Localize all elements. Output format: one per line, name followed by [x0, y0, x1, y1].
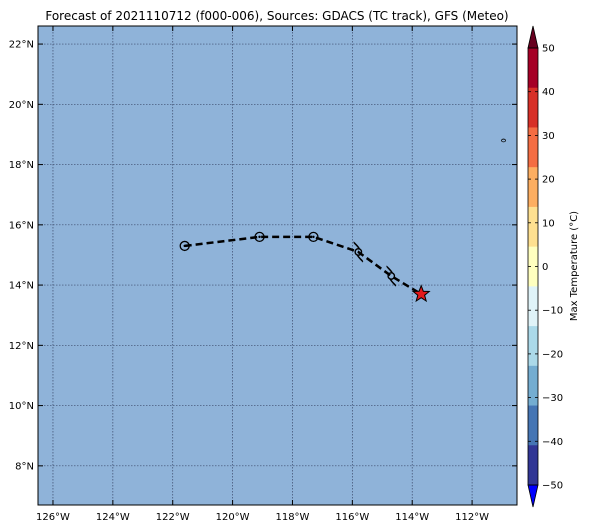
lat-tick-label: 14°N [9, 281, 34, 292]
colorbar-segment [528, 246, 538, 287]
low-pressure-ring [179, 240, 190, 252]
colorbar-segment [528, 206, 538, 248]
lat-tick-label: 20°N [9, 100, 34, 111]
colorbar-segment [528, 326, 538, 367]
lon-tick-label: 116°W [335, 512, 369, 523]
storm-arm-bottom [356, 254, 364, 263]
colorbar-segment [528, 127, 538, 168]
lat-tick-label: 12°N [9, 341, 34, 352]
low-pressure-marker [179, 240, 190, 252]
colorbar-segment [528, 48, 538, 89]
lon-tick-label: 122°W [156, 512, 190, 523]
colorbar-tick-label: 20 [542, 175, 555, 186]
colorbar-tick-label: −30 [542, 393, 563, 404]
low-pressure-marker [254, 231, 265, 243]
colorbar-tick-label: 50 [542, 44, 555, 55]
colorbar-extend-top [527, 25, 539, 49]
colorbar-tick-label: −50 [542, 481, 563, 492]
tropical-storm-icon [386, 265, 397, 287]
lon-tick-label: 112°W [455, 512, 489, 523]
colorbar-tick-label: −10 [542, 306, 563, 317]
low-pressure-ring [254, 231, 265, 243]
colorbar-tick-label: 10 [542, 218, 555, 229]
latitude-axis: 8°N 10°N 12°N 14°N 16°N 18°N 20°N 22°N [9, 40, 517, 472]
lat-tick-label: 10°N [9, 401, 34, 412]
storm-track [179, 231, 431, 303]
lon-tick-label: 126°W [36, 512, 70, 523]
low-pressure-dot [258, 235, 261, 239]
colorbar-segment [528, 286, 538, 327]
track-line [184, 235, 422, 296]
low-pressure-dot [312, 235, 315, 239]
graticule [38, 26, 517, 505]
colorbar-segment [528, 405, 538, 446]
colorbar-tick-label: −20 [542, 349, 563, 360]
map-frame [37, 25, 518, 506]
storm-arm-bottom [389, 278, 397, 287]
lon-tick-label: 118°W [275, 512, 309, 523]
low-pressure-ring [308, 231, 319, 243]
current-position-star-icon [411, 284, 431, 303]
storm-arm-top [386, 265, 393, 274]
storm-arm-top [353, 241, 361, 250]
low-pressure-marker [308, 231, 319, 243]
colorbar-segment [528, 445, 538, 486]
longitude-axis: 126°W 124°W 122°W 120°W 118°W 116°W 114°W 112°W [36, 26, 489, 523]
map-title: Forecast of 2021110712 (f000-006), Sourc… [45, 9, 508, 23]
tropical-storm-icon [353, 241, 364, 263]
lat-tick-label: 8°N [15, 461, 34, 472]
colorbar-tick-label: 0 [542, 262, 548, 273]
map-plot-area [37, 25, 518, 506]
lon-tick-label: 114°W [395, 512, 429, 523]
colorbar-segment [528, 87, 538, 128]
lat-tick-label: 16°N [9, 220, 34, 231]
island-outline [501, 138, 506, 143]
ocean-background [38, 26, 517, 505]
lat-tick-label: 22°N [9, 40, 34, 51]
colorbar-tick-label: 40 [542, 87, 555, 98]
storm-center [354, 248, 363, 256]
colorbar-tick-label: 30 [542, 131, 555, 142]
colorbar: 50 40 30 20 10 0 −10 −20 −30 −40 −50 [527, 25, 563, 508]
colorbar-segment [528, 365, 538, 407]
colorbar-extend-bottom [527, 484, 539, 508]
low-pressure-dot [183, 244, 186, 248]
lon-tick-label: 124°W [96, 512, 130, 523]
colorbar-tick-label: −40 [542, 437, 563, 448]
colorbar-segment [528, 167, 538, 208]
lat-tick-label: 18°N [9, 160, 34, 171]
islands [501, 138, 506, 143]
colorbar-label: Max Temperature (°C) [569, 211, 580, 321]
storm-center [387, 272, 396, 280]
lon-tick-label: 120°W [216, 512, 250, 523]
